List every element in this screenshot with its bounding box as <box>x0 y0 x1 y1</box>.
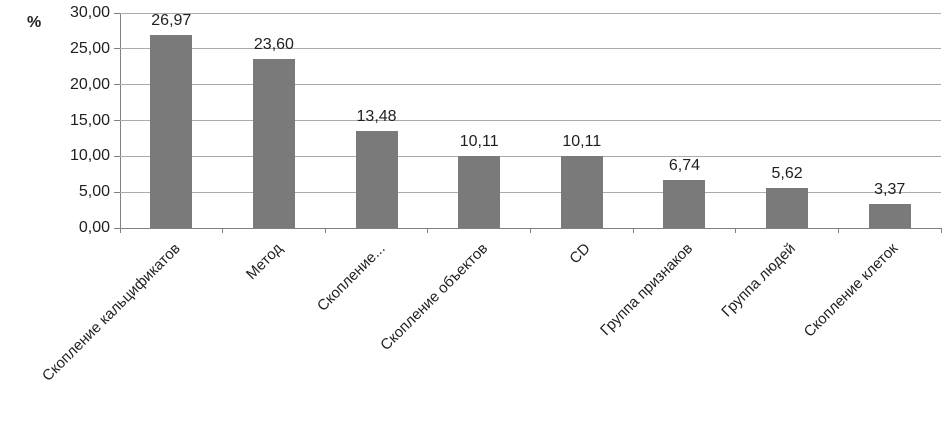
y-axis-tick <box>114 12 120 14</box>
bar-value-label: 6,74 <box>668 156 700 174</box>
bar <box>458 155 501 228</box>
bar <box>868 203 911 228</box>
bar-value-label: 10,11 <box>459 132 499 150</box>
y-axis-tick-label: 30,00 <box>69 4 110 21</box>
x-axis-tick <box>940 228 942 233</box>
gridline <box>120 84 941 86</box>
x-axis-tick-label: Группа признаков <box>597 240 697 340</box>
y-axis-tick-label: 25,00 <box>69 39 110 57</box>
y-axis-tick <box>114 84 120 86</box>
x-axis-tick <box>222 228 224 233</box>
x-axis-tick <box>632 228 634 233</box>
bar <box>252 58 295 228</box>
x-axis-tick-label: Скопление... <box>313 240 389 315</box>
x-axis-tick-label: Скопление объектов <box>377 240 492 354</box>
x-axis-tick-label: Скопление клеток <box>801 240 902 341</box>
y-axis-tick <box>114 191 120 193</box>
gridline <box>120 12 941 14</box>
bar-value-label: 13,48 <box>356 108 397 126</box>
bar-value-label: 26,97 <box>151 11 192 29</box>
bar <box>150 34 193 228</box>
x-axis-tick <box>324 228 326 233</box>
x-axis-tick-label: CD <box>566 240 594 268</box>
x-axis-tick-label: Группа людей <box>718 240 800 321</box>
bar <box>663 179 706 228</box>
x-axis-tick <box>530 228 531 233</box>
bar-value-label: 3,37 <box>874 180 906 198</box>
y-axis-tick <box>114 155 120 157</box>
x-axis-tick-label: Метод <box>242 240 286 284</box>
y-axis-tick-label: 10,00 <box>69 147 110 165</box>
bar <box>560 155 603 228</box>
bar-value-label: 5,62 <box>771 164 803 182</box>
x-axis-tick <box>427 228 429 233</box>
y-axis-unit-label: % <box>27 14 42 31</box>
x-axis-tick <box>119 228 121 233</box>
y-axis-tick <box>114 227 120 229</box>
y-axis-tick-label: 0,00 <box>78 219 110 236</box>
gridline <box>120 120 941 121</box>
gridline <box>120 48 941 50</box>
y-axis-tick-label: 20,00 <box>69 75 110 93</box>
bar-value-label: 23,60 <box>253 35 294 53</box>
x-axis-tick <box>837 228 839 233</box>
y-axis-tick <box>114 120 120 121</box>
y-axis-tick <box>114 48 120 50</box>
bar-value-label: 10,11 <box>562 132 602 150</box>
y-axis-tick-label: 5,00 <box>78 183 110 201</box>
x-axis-tick <box>735 228 737 233</box>
x-axis-tick-label: Скопление кальцификатов <box>38 240 184 385</box>
gridline <box>120 191 941 193</box>
bar <box>355 131 398 228</box>
bar <box>766 187 809 228</box>
y-axis-line <box>120 13 121 229</box>
gridline <box>120 155 941 157</box>
y-axis-tick-label: 15,00 <box>69 111 110 129</box>
